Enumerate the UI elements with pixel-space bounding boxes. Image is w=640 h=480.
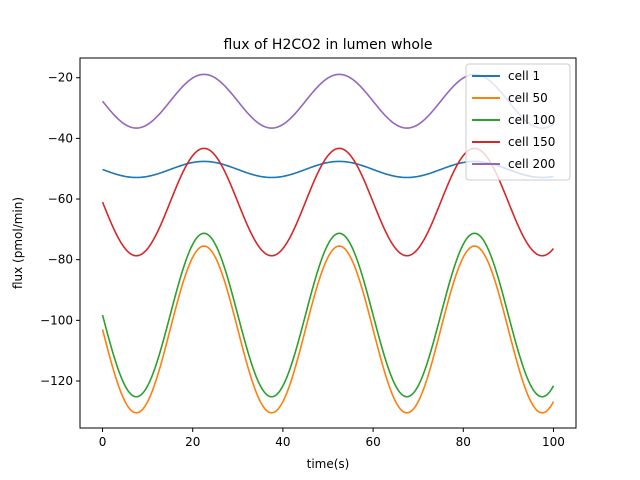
x-tick-label: 40 [275, 435, 290, 449]
legend-label: cell 150 [508, 135, 555, 149]
y-axis-ticks: −120 −100 −80 −60 −40 −20 [40, 71, 80, 388]
y-tick-label: −60 [48, 192, 73, 206]
y-tick-label: −20 [48, 71, 73, 85]
y-axis-label: flux (pmol/min) [11, 197, 25, 289]
x-tick-label: 60 [365, 435, 380, 449]
y-tick-label: −120 [40, 374, 73, 388]
legend-label: cell 50 [508, 91, 548, 105]
x-tick-label: 20 [185, 435, 200, 449]
y-tick-label: −100 [40, 313, 73, 327]
x-tick-label: 100 [542, 435, 565, 449]
legend: cell 1 cell 50 cell 100 cell 150 cell 200 [465, 63, 571, 181]
series-line-cell-100 [101, 232, 555, 398]
x-axis-ticks: 0 20 40 60 80 100 [99, 428, 565, 449]
x-tick-label: 0 [99, 435, 107, 449]
legend-label: cell 200 [508, 157, 555, 171]
legend-label: cell 100 [508, 113, 555, 127]
y-tick-label: −40 [48, 131, 73, 145]
chart-title: flux of H2CO2 in lumen whole [224, 37, 433, 53]
axes-frame [79, 57, 577, 429]
legend-label: cell 1 [508, 69, 540, 83]
y-tick-label: −80 [48, 253, 73, 267]
x-tick-label: 80 [456, 435, 471, 449]
legend-box [465, 63, 571, 181]
series-line-cell-50 [101, 245, 555, 414]
x-axis-label: time(s) [307, 457, 350, 471]
